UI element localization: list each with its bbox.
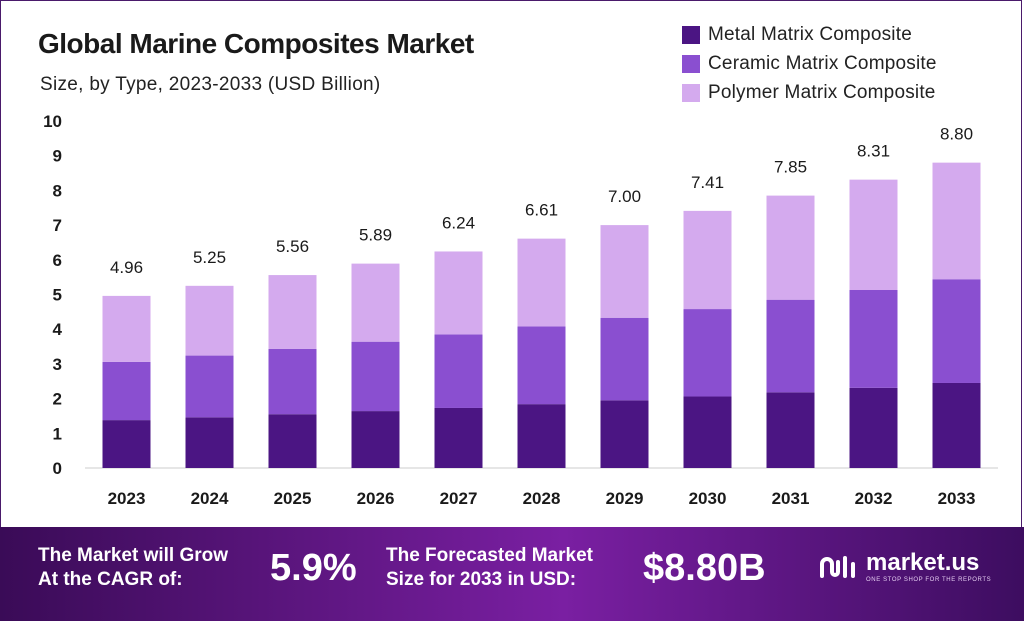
total-label-2026: 5.89 [359,226,392,245]
forecast-value: $8.80B [643,547,766,589]
logo-text: market.us [866,549,980,576]
y-tick-label: 3 [53,355,62,374]
market-us-logo-icon [820,555,855,578]
x-tick-label-2025: 2025 [274,489,312,508]
bar-segment-metal-2033 [932,382,981,468]
bar-segment-metal-2027 [434,407,483,468]
y-tick-label: 2 [53,390,62,409]
y-tick-label: 4 [53,320,63,339]
bar-segment-metal-2024 [185,417,234,468]
bar-segment-ceramic-2024 [185,355,234,418]
bar-segment-metal-2029 [600,400,649,468]
bar-segment-polymer-2024 [185,285,234,356]
bar-segment-polymer-2029 [600,225,649,318]
total-label-2031: 7.85 [774,158,807,177]
y-tick-label: 10 [43,112,62,131]
total-label-2024: 5.25 [193,248,226,267]
market-us-logo: market.us ONE STOP SHOP FOR THE REPORTS [818,550,991,583]
bar-segment-polymer-2030 [683,210,732,310]
bar-segment-ceramic-2030 [683,309,732,397]
bar-segment-polymer-2031 [766,195,815,300]
bar-segment-polymer-2033 [932,162,981,280]
stacked-bar-chart: 0 1 2 3 4 5 6 7 8 9 10 4.96 2023 5.25 2024 5.56 2025 5.89… [43,112,998,508]
bar-segment-ceramic-2031 [766,299,815,393]
legend-item-metal: Metal Matrix Composite [682,20,937,49]
legend-label-ceramic: Ceramic Matrix Composite [708,52,937,74]
chart-legend: Metal Matrix Composite Ceramic Matrix Co… [682,20,937,107]
y-tick-label: 7 [53,216,62,235]
x-tick-label-2029: 2029 [606,489,644,508]
cagr-label-line1: The Market will Grow [38,545,229,566]
bar-segment-metal-2025 [268,414,317,468]
bar-segment-polymer-2032 [849,179,898,290]
legend-swatch-polymer [682,83,700,102]
forecast-label-line1: The Forecasted Market [386,545,593,566]
legend-label-metal: Metal Matrix Composite [708,23,912,45]
bar-segment-metal-2028 [517,404,566,468]
total-label-2025: 5.56 [276,237,309,256]
bar-segment-ceramic-2032 [849,289,898,388]
x-tick-label-2030: 2030 [689,489,727,508]
x-tick-label-2033: 2033 [938,489,976,508]
bar-segment-metal-2031 [766,392,815,468]
total-label-2030: 7.41 [691,173,724,192]
bar-segment-ceramic-2027 [434,334,483,408]
chart-title: Global Marine Composites Market [38,28,474,59]
total-label-2033: 8.80 [940,125,973,144]
bar-segment-ceramic-2025 [268,348,317,415]
total-label-2028: 6.61 [525,201,558,220]
cagr-label-line2: At the CAGR of: [38,569,183,590]
bar-segment-polymer-2023 [102,295,151,362]
x-tick-label-2024: 2024 [191,489,229,508]
bar-segment-polymer-2028 [517,238,566,327]
forecast-label-line2: Size for 2033 in USD: [386,569,577,590]
chart-subtitle: Size, by Type, 2023-2033 (USD Billion) [40,74,381,95]
bar-segment-polymer-2026 [351,263,400,342]
bar-segment-ceramic-2028 [517,326,566,405]
y-tick-label: 1 [53,424,62,443]
bar-segment-metal-2023 [102,420,151,468]
bar-segment-metal-2026 [351,411,400,468]
bar-segment-polymer-2025 [268,275,317,349]
legend-item-ceramic: Ceramic Matrix Composite [682,49,937,78]
total-label-2032: 8.31 [857,142,890,161]
total-label-2027: 6.24 [442,213,475,232]
x-tick-label-2026: 2026 [357,489,395,508]
y-tick-label: 5 [53,286,62,305]
legend-item-polymer: Polymer Matrix Composite [682,78,937,107]
bar-segment-metal-2032 [849,387,898,468]
y-tick-label: 0 [53,459,62,478]
bar-segment-ceramic-2029 [600,317,649,401]
bar-segment-metal-2030 [683,396,732,468]
legend-label-polymer: Polymer Matrix Composite [708,81,936,103]
y-tick-label: 9 [53,147,62,166]
total-label-2023: 4.96 [110,258,143,277]
bar-segment-polymer-2027 [434,251,483,335]
total-label-2029: 7.00 [608,187,641,206]
legend-swatch-ceramic [682,54,700,73]
y-tick-label: 6 [53,251,62,270]
x-tick-label-2023: 2023 [108,489,146,508]
x-tick-label-2032: 2032 [855,489,893,508]
bar-segment-ceramic-2023 [102,361,151,421]
forecast-label: The Forecasted Market Size for 2033 in U… [386,544,593,592]
cagr-label: The Market will Grow At the CAGR of: [38,544,228,592]
y-tick-label: 8 [53,181,62,200]
x-tick-label-2028: 2028 [523,489,561,508]
bar-segment-ceramic-2026 [351,341,400,412]
bar-segment-ceramic-2033 [932,279,981,383]
legend-swatch-metal [682,25,700,44]
x-tick-label-2027: 2027 [440,489,478,508]
logo-tagline: ONE STOP SHOP FOR THE REPORTS [866,577,992,583]
x-tick-label-2031: 2031 [772,489,810,508]
cagr-value: 5.9% [270,547,357,589]
